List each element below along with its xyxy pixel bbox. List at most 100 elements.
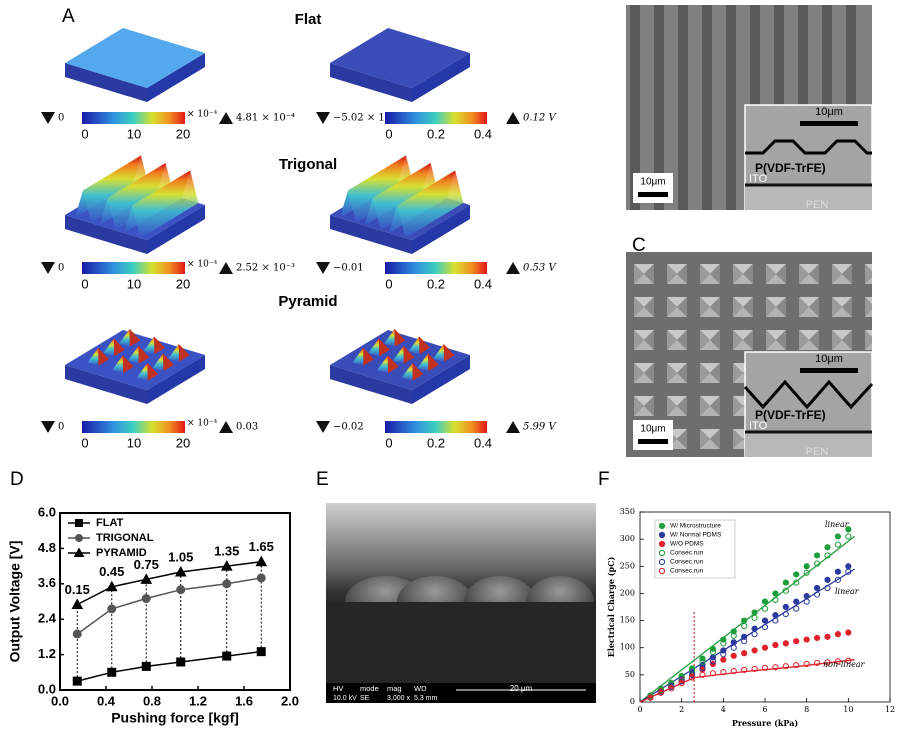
ridge-face [348, 155, 415, 223]
slab-top [65, 28, 205, 88]
colorbar-min: −0.02 [333, 422, 364, 433]
marker [751, 631, 758, 638]
marker [751, 625, 758, 632]
colorbar-scale: × 10⁻⁴ [187, 260, 218, 270]
colorbar-tick: 0.2 [427, 126, 445, 141]
range-marker [41, 112, 55, 124]
pyramid-face [443, 344, 455, 362]
row-title: Flat [295, 11, 322, 28]
colorbar-max: 0.53 V [523, 263, 557, 274]
annotation: 1.35 [214, 544, 239, 559]
pyramid-face [417, 353, 429, 372]
marker [772, 641, 779, 649]
marker [174, 565, 187, 577]
scale-label: 10μm [815, 106, 843, 118]
colorbar-min: 0 [58, 113, 64, 124]
marker [699, 671, 706, 678]
marker [803, 660, 810, 668]
marker [813, 560, 821, 567]
range-marker [316, 112, 330, 124]
marker [824, 659, 831, 666]
plot-frame [59, 512, 291, 691]
range-marker [506, 421, 520, 433]
layer-label: PEN [806, 199, 829, 211]
legend-label: W/ Microstructure [670, 523, 721, 530]
colorbar-max: 0.03 [236, 422, 258, 433]
panel-label: F [598, 469, 610, 490]
marker [772, 596, 779, 604]
marker [176, 657, 186, 667]
pyramid-face [136, 362, 148, 381]
marker [688, 674, 696, 681]
marker [834, 541, 842, 548]
marker [803, 569, 810, 576]
y-tick-label: 150 [620, 616, 635, 625]
slab-side [412, 53, 470, 102]
marker [793, 579, 800, 586]
series-line [76, 577, 262, 635]
stripe [678, 5, 688, 210]
x-tick-label: 1.2 [189, 693, 207, 708]
marker [255, 555, 268, 567]
y-tick-label: 350 [620, 507, 635, 516]
colorbar-tick: 0.2 [427, 276, 445, 291]
x-tick-label: 0.4 [97, 693, 116, 708]
marker [741, 622, 748, 630]
pyramid-face [363, 347, 374, 366]
pyramid-face [433, 344, 444, 362]
ridge-face [372, 163, 439, 231]
marker [761, 644, 769, 651]
pyramid-face [143, 336, 155, 355]
marker [834, 533, 842, 540]
y-tick-label: 2.4 [38, 611, 57, 626]
slab-side [65, 365, 147, 404]
legend-marker [658, 549, 666, 557]
ridge-face [83, 155, 150, 223]
marker [720, 656, 727, 663]
marker [751, 665, 758, 672]
series-line [76, 560, 262, 606]
marker [824, 633, 831, 640]
pyramid-face [401, 362, 413, 381]
colorbar [385, 421, 487, 433]
x-tick-label: 1.6 [235, 693, 253, 708]
legend-label: PYRAMID [96, 547, 147, 559]
y-tick-label: 50 [625, 670, 635, 679]
range-marker [219, 112, 233, 124]
marker [668, 680, 675, 688]
pyramid-face [152, 353, 164, 372]
range-marker [41, 421, 55, 433]
marker [730, 667, 737, 675]
colorbar-tick: 0 [81, 435, 88, 450]
layer-label: P(VDF-TrFE) [755, 161, 826, 175]
marker [803, 563, 810, 570]
colorbar-min: 0 [58, 263, 64, 274]
marker [793, 638, 800, 645]
marker [657, 686, 664, 694]
legend-label: Consec.run [670, 568, 704, 575]
annotation: 1.65 [249, 539, 274, 554]
legend-label: Consec.run [670, 559, 704, 566]
info-bar [326, 683, 596, 703]
panel-label: E [316, 469, 329, 490]
scale-label: 20 μm [510, 684, 533, 693]
colorbar-min: −5.02 × 10⁻³ [333, 113, 400, 124]
colorbar-tick: 0.4 [474, 276, 492, 291]
pyramid-face [163, 353, 174, 372]
marker [845, 657, 852, 664]
scale-label: 10μm [815, 353, 843, 365]
marker [772, 612, 779, 619]
slab-side [412, 205, 470, 254]
annotation: 0.75 [134, 557, 159, 572]
marker [834, 658, 842, 665]
annotation: 1.05 [168, 549, 193, 564]
legend-marker [658, 522, 666, 530]
colorbar [82, 262, 185, 274]
annotation: 0.15 [65, 582, 90, 597]
marker [741, 633, 748, 640]
legend-marker [658, 540, 666, 548]
marker [176, 585, 186, 595]
marker [834, 568, 842, 575]
dome-cut [326, 602, 596, 690]
x-tick-label: 10 [843, 705, 853, 714]
